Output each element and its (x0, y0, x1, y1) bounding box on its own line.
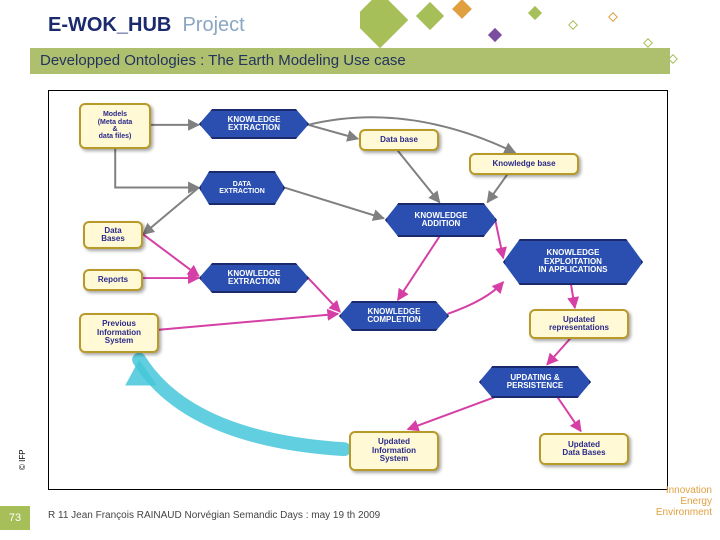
edge-updpers-updis (408, 395, 500, 429)
edge-kaddition-kexploit (495, 220, 503, 258)
node-dextract: DATA EXTRACTION (199, 171, 285, 205)
title-light-text: Project (182, 14, 244, 36)
edge-kextract1-database (308, 125, 358, 139)
big-arrow-head (125, 360, 157, 386)
big-arrow-body (139, 360, 344, 450)
node-previs: Previous Information System (79, 313, 159, 353)
node-updis: Updated Information System (349, 431, 439, 471)
edge-dextract-kaddition (284, 188, 384, 219)
edge-updpers-upddb (557, 396, 581, 431)
footer-text: R 11 Jean François RAINAUD Norvégian Sem… (48, 510, 380, 521)
slide-number: 73 (0, 506, 30, 530)
edge-databases2-kextract2 (143, 234, 199, 276)
subtitle-bar: Developped Ontologies : The Earth Modeli… (30, 48, 670, 74)
node-updpers: UPDATING & PERSISTENCE (479, 366, 591, 398)
edges-layer (49, 91, 667, 489)
node-updrep: Updated representations (529, 309, 629, 339)
title-main: E-WOK_HUB (48, 14, 171, 36)
edge-kcomplete-kexploit (448, 282, 504, 314)
node-kcomplete: KNOWLEDGE COMPLETION (339, 301, 449, 331)
footer-right-3: Environment (656, 507, 712, 518)
node-database: Data base (359, 129, 439, 151)
node-databases2: Data Bases (83, 221, 143, 249)
node-kbase: Knowledge base (469, 153, 579, 175)
edge-database-kaddition (398, 151, 440, 203)
node-kaddition: KNOWLEDGE ADDITION (385, 203, 497, 237)
edge-models-dextract (115, 149, 199, 188)
edge-kexploit-updrep (571, 284, 575, 308)
footer-right-2: Energy (656, 496, 712, 507)
node-upddb: Updated Data Bases (539, 433, 629, 465)
slide-title: E-WOK_HUB Project (48, 14, 245, 37)
edge-kbase-kaddition (487, 175, 507, 203)
node-kexploit: KNOWLEDGE EXPLOITATION IN APPLICATIONS (503, 239, 643, 285)
node-kextract1: KNOWLEDGE EXTRACTION (199, 109, 309, 139)
edge-previs-kcomplete (159, 314, 338, 330)
footer-right-1: Innovation (656, 485, 712, 496)
node-models: Models (Meta data & data files) (79, 103, 151, 149)
flowchart-diagram: Models (Meta data & data files) KNOWLEDGE… (48, 90, 668, 490)
edge-kextract2-kcomplete (308, 278, 340, 312)
edge-kaddition-kcomplete (398, 236, 440, 300)
edge-updrep-updpers (547, 338, 571, 365)
copyright-text: © IFP (18, 449, 27, 470)
node-reports: Reports (83, 269, 143, 291)
node-kextract2: KNOWLEDGE EXTRACTION (199, 263, 309, 293)
edge-dextract-databases2 (143, 188, 199, 235)
footer-right: Innovation Energy Environment (656, 485, 712, 518)
